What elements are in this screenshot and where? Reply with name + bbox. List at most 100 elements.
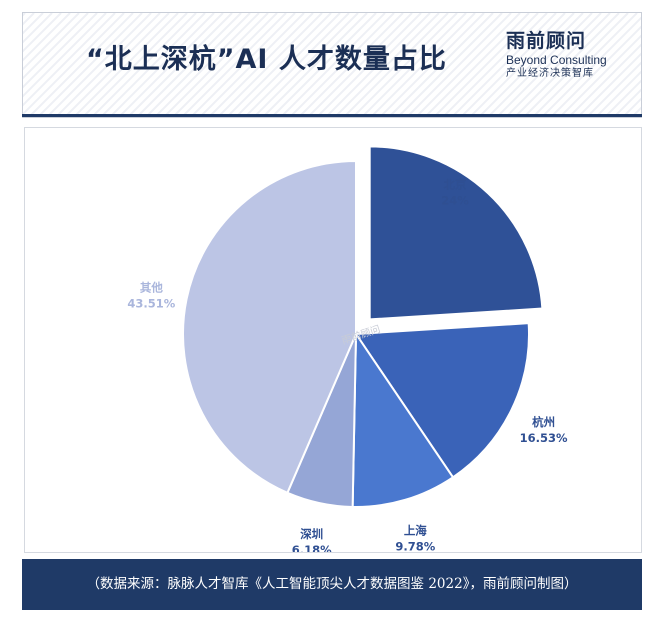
- stripe-line: [23, 13, 107, 98]
- stripe-line: [23, 13, 53, 44]
- stripe-line: [550, 25, 641, 117]
- stripe-line: [568, 43, 641, 117]
- slice-value-label: 9.78%: [395, 539, 435, 552]
- stripe-line: [253, 13, 359, 117]
- stripe-line: [514, 13, 620, 117]
- stripe-line: [136, 13, 242, 117]
- stripe-line: [271, 13, 377, 117]
- stripe-line: [190, 13, 296, 117]
- stripe-line: [343, 13, 449, 117]
- stripe-line: [217, 13, 323, 117]
- stripe-line: [82, 13, 188, 117]
- stripe-line: [388, 13, 494, 117]
- stripe-line: [28, 13, 134, 117]
- header-panel: [22, 12, 642, 118]
- stripe-line: [289, 13, 395, 117]
- slice-value-label: 43.51%: [127, 297, 175, 311]
- stripe-line: [307, 13, 413, 117]
- stripe-line: [91, 13, 197, 117]
- stripe-line: [73, 13, 179, 117]
- stripe-line: [406, 13, 512, 117]
- stripe-line: [226, 13, 332, 117]
- pie-slice: [182, 159, 357, 495]
- stripe-line: [622, 97, 641, 117]
- stripe-line: [352, 13, 458, 117]
- pie-slice: [354, 322, 530, 479]
- stripe-line: [23, 13, 125, 116]
- stripe-line: [64, 13, 170, 117]
- stripe-line: [23, 13, 80, 71]
- stripe-line: [23, 13, 26, 17]
- stripe-line: [442, 13, 548, 117]
- data-source-footer: （数据来源：脉脉人才智库《人工智能顶尖人才数据图鉴 2022》，雨前顾问制图）: [22, 559, 642, 610]
- stripe-line: [23, 13, 98, 89]
- stripe-line: [298, 13, 404, 117]
- slice-category-label: 深圳: [300, 527, 323, 541]
- stripe-line: [127, 13, 233, 117]
- stripe-line: [370, 13, 476, 117]
- stripe-line: [379, 13, 485, 117]
- stripe-line: [55, 13, 161, 117]
- stripe-line: [325, 13, 431, 117]
- stripe-line: [46, 13, 152, 117]
- pie-slice: [368, 145, 544, 321]
- stripe-line: [181, 13, 287, 117]
- stripe-line: [23, 13, 44, 35]
- stripe-line: [577, 52, 641, 117]
- stripe-line: [451, 13, 557, 117]
- stripe-line: [505, 13, 611, 117]
- header-stripe-pattern: [23, 13, 641, 117]
- stripe-line: [397, 13, 503, 117]
- stripe-line: [460, 13, 566, 117]
- header-divider: [22, 114, 642, 117]
- slice-value-label: 16.53%: [520, 431, 568, 445]
- stripe-line: [235, 13, 341, 117]
- stripe-line: [595, 70, 641, 117]
- stripe-line: [424, 13, 530, 117]
- page-title: “北上深杭”AI 人才数量占比: [86, 44, 447, 75]
- stripe-line: [172, 13, 278, 117]
- stripe-line: [145, 13, 251, 117]
- chart-panel: 北京 24% 杭州 16.53% 上海 9.78% 深圳 6.18% 其他 43.51% 雨前顾问: [24, 127, 642, 553]
- stripe-line: [37, 13, 143, 117]
- stripe-line: [334, 13, 440, 117]
- stripe-line: [586, 61, 641, 117]
- pie-slice: [351, 330, 455, 508]
- slice-category-label: 杭州: [532, 415, 555, 429]
- stripe-line: [244, 13, 350, 117]
- stripe-line: [23, 13, 62, 53]
- stripe-line: [118, 13, 224, 117]
- stripe-line: [433, 13, 539, 117]
- brand-tagline: 产业经济决策智库: [506, 68, 594, 79]
- stripe-line: [478, 13, 584, 117]
- brand-name-en: Beyond Consulting: [506, 53, 607, 67]
- slice-category-label: 上海: [404, 523, 427, 537]
- stripe-line: [23, 13, 116, 107]
- stripe-line: [469, 13, 575, 117]
- stripe-line: [199, 13, 305, 117]
- brand-logo: 雨前顾问 Beyond Consulting 产业经济决策智库: [506, 30, 616, 80]
- stripe-line: [280, 13, 386, 117]
- slice-category-label: 北京: [443, 178, 466, 192]
- stripe-line: [532, 13, 638, 117]
- stripe-line: [316, 13, 422, 117]
- stripe-line: [559, 34, 641, 117]
- slice-value-label: 6.18%: [292, 543, 332, 552]
- stripe-line: [109, 13, 215, 117]
- stripe-line: [541, 16, 641, 117]
- stripe-line: [23, 13, 71, 62]
- brand-name-cn: 雨前顾问: [506, 30, 587, 52]
- stripe-line: [208, 13, 314, 117]
- stripe-line: [487, 13, 593, 117]
- slice-category-label: 其他: [140, 281, 163, 295]
- stripe-line: [523, 13, 629, 117]
- stripe-line: [613, 88, 641, 117]
- stripe-line: [496, 13, 602, 117]
- slice-value-label: 24%: [441, 194, 469, 208]
- stripe-line: [100, 13, 206, 117]
- stripe-line: [23, 13, 89, 80]
- stripe-line: [415, 13, 521, 117]
- stripe-line: [163, 13, 269, 117]
- stripe-line: [154, 13, 260, 117]
